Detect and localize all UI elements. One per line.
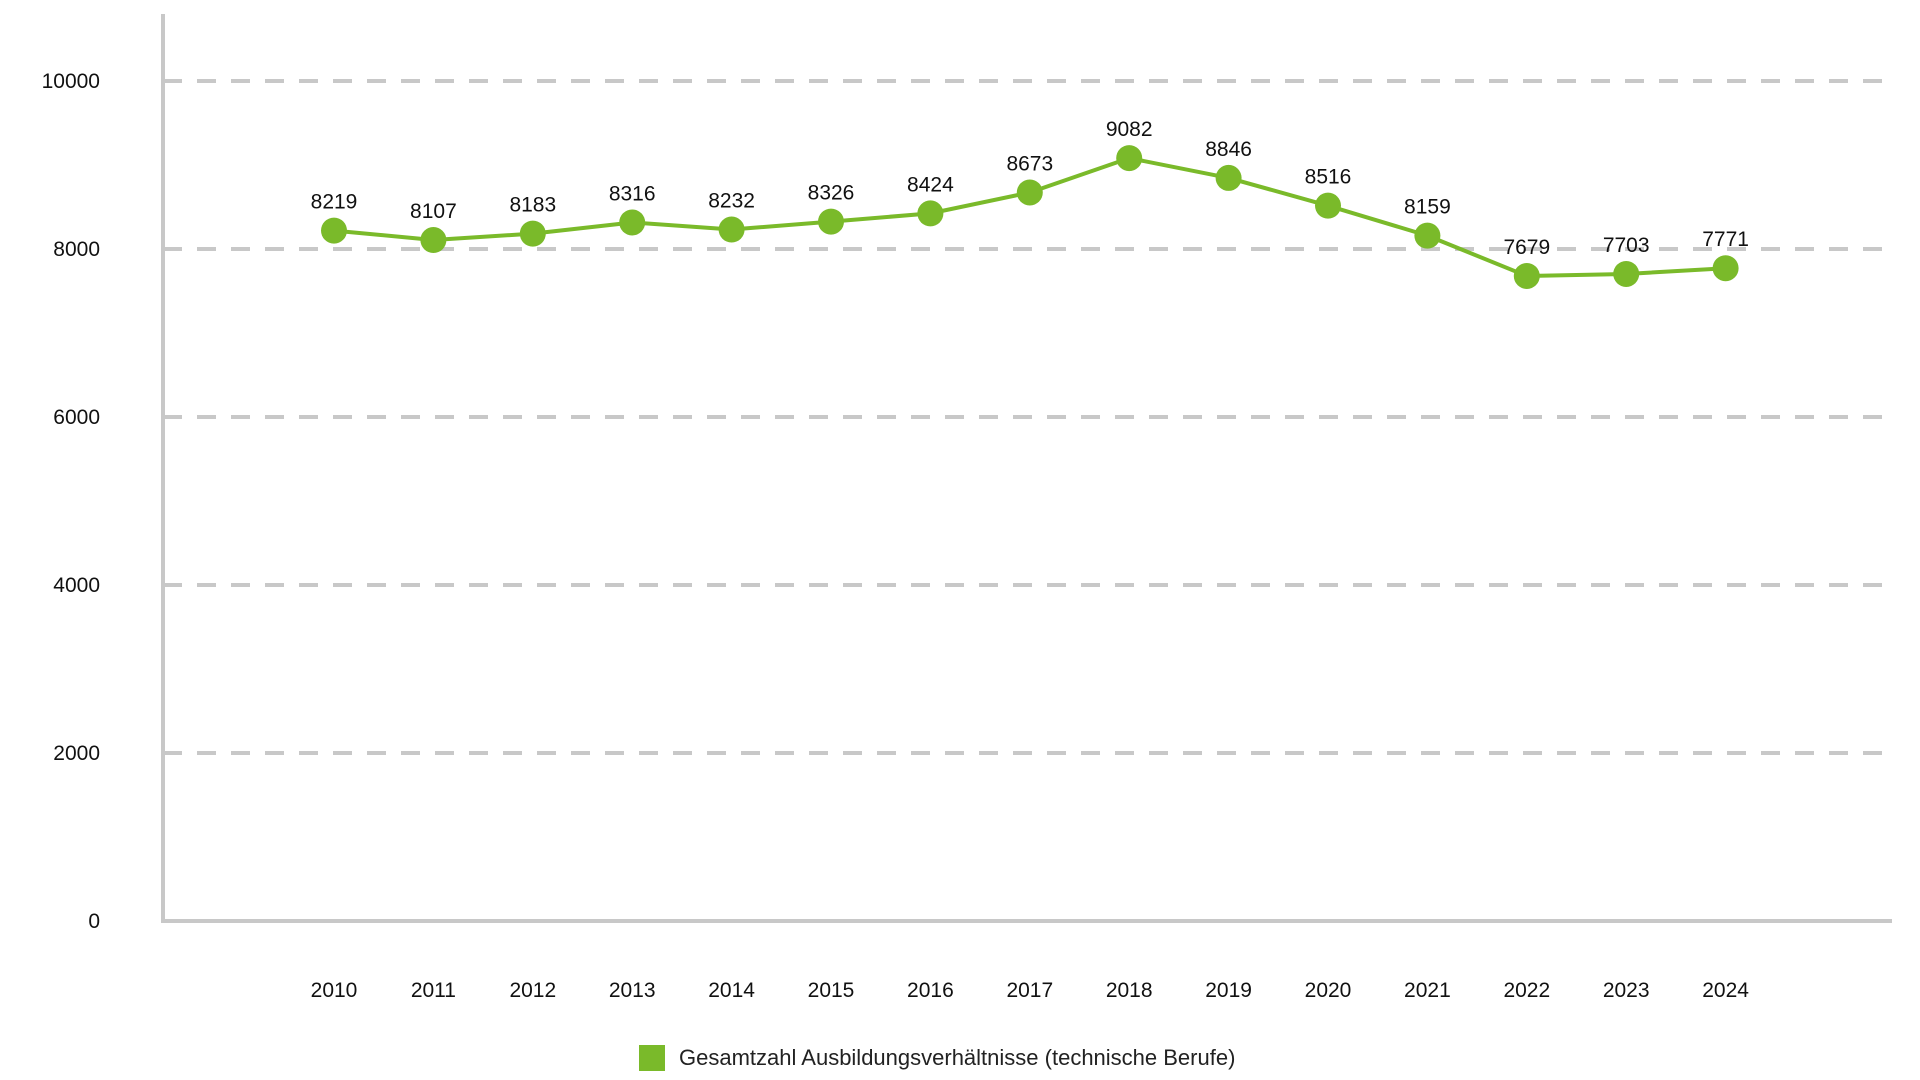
x-tick-label: 2010 [311,979,358,1002]
data-point [718,216,745,243]
data-point [1414,222,1441,249]
data-label: 8232 [708,190,755,213]
y-tick-label: 0 [88,910,100,933]
y-tick-label: 8000 [53,238,100,261]
x-tick-label: 2013 [609,979,656,1002]
data-label: 8424 [907,173,954,196]
data-point [1116,145,1143,172]
data-label: 8326 [808,182,855,205]
data-point [917,200,944,227]
data-point [1613,260,1640,287]
x-tick-label: 2021 [1404,979,1451,1002]
data-point [1513,262,1540,289]
x-tick-label: 2016 [907,979,954,1002]
gridlines [163,79,1892,755]
data-point [321,217,347,244]
x-tick-label: 2017 [1006,979,1053,1002]
legend-label: Gesamtzahl Ausbildungsverhältnisse (tech… [679,1045,1236,1070]
x-tick-label: 2019 [1205,979,1252,1002]
data-point [519,220,546,247]
data-point [818,208,844,235]
data-point [420,227,447,254]
data-label: 8159 [1404,196,1451,219]
data-label: 9082 [1106,118,1153,141]
data-series [321,145,1739,289]
y-tick-label: 10000 [42,70,100,93]
y-tick-label: 2000 [53,742,100,765]
data-label: 7771 [1702,228,1749,251]
x-tick-label: 2012 [509,979,556,1002]
x-tick-label: 2020 [1305,979,1352,1002]
x-tick-label: 2022 [1503,979,1550,1002]
x-tick-label: 2023 [1603,979,1650,1002]
x-tick-label: 2018 [1106,979,1153,1002]
data-label: 8516 [1305,166,1352,189]
data-label: 8316 [609,182,656,205]
legend-swatch [639,1045,665,1071]
data-point [1215,164,1242,191]
data-label: 8219 [311,191,358,214]
data-label: 7679 [1503,236,1550,259]
data-label: 8107 [410,200,457,223]
x-tick-label: 2014 [708,979,755,1002]
data-label: 7703 [1603,234,1650,257]
legend: Gesamtzahl Ausbildungsverhältnisse (tech… [639,1045,1235,1071]
data-point [1712,255,1739,282]
data-point [1016,179,1043,206]
axes [161,14,1892,923]
data-label: 8183 [509,194,556,217]
y-axis-ticks: 0 2000 4000 6000 8000 10000 [42,70,100,933]
data-point [1315,192,1341,219]
data-label: 8846 [1205,138,1252,161]
data-label: 8673 [1006,152,1053,175]
x-tick-label: 2024 [1702,979,1749,1002]
data-point [619,209,646,236]
x-tick-label: 2011 [411,979,456,1002]
x-axis-ticks: 2010 2011 2012 2013 2014 2015 2016 2017 2018 2019… [311,979,1750,1002]
data-labels: 8219 8107 8183 8316 8232 8326 8424 8673 9082 8846… [311,118,1749,259]
y-tick-label: 6000 [53,406,100,429]
x-tick-label: 2015 [808,979,855,1002]
y-tick-label: 4000 [53,574,100,597]
